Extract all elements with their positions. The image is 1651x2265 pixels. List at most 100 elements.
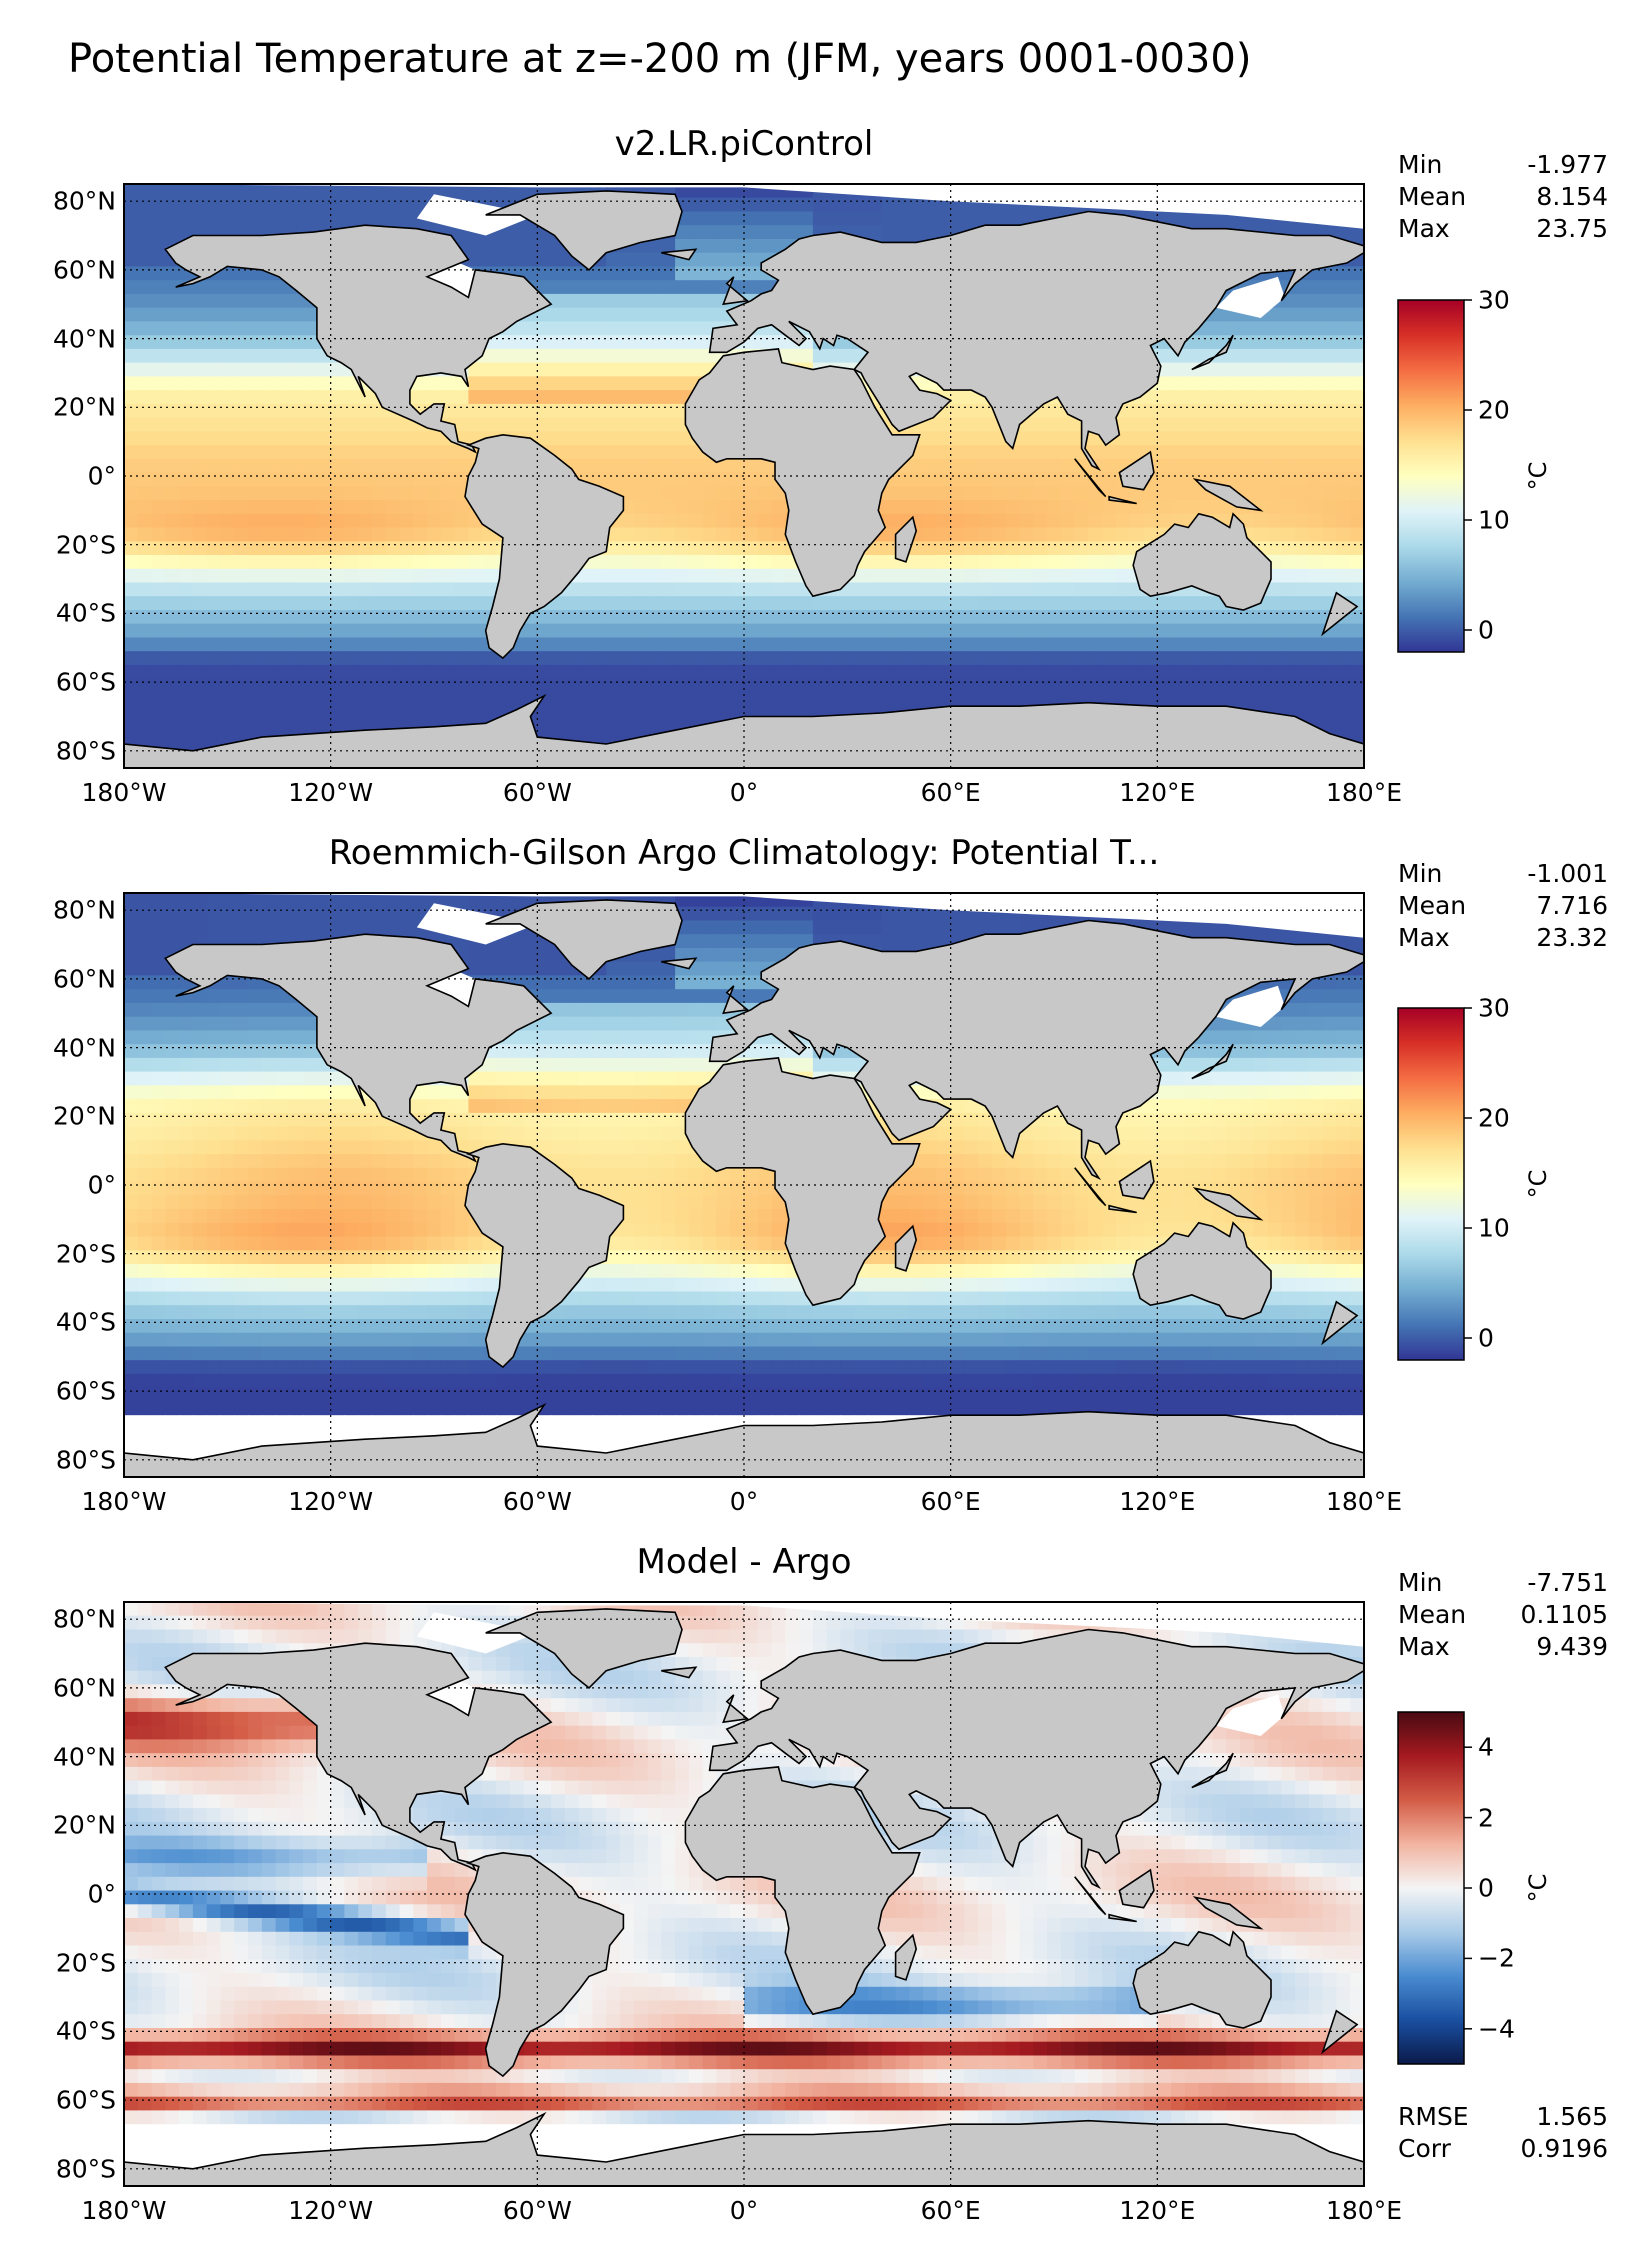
land-mass [1118,1159,1155,1200]
y-tick-label: 0° [87,1879,116,1909]
heatmap-field [124,1602,1364,2186]
colorbar-tick-label: 0 [1478,1323,1494,1353]
land-mass [894,515,918,563]
land-mass [1108,1913,1137,1923]
y-tick-label: 20°S [55,1948,116,1978]
y-tick-label: 40°S [55,1307,116,1337]
gridlines [124,184,1364,768]
y-tick-label: 60°N [52,255,116,285]
stat-value: 23.32 [1536,923,1608,952]
land-mass [1074,1167,1107,1207]
land-mass [1191,1043,1234,1080]
y-tick-label: 40°S [55,2016,116,2046]
land-mass [1074,1876,1107,1916]
stat-value: -1.001 [1527,859,1608,888]
y-tick-label: 80°S [55,2154,116,2184]
land-mass [722,276,750,306]
land-mass [894,1224,918,1272]
stat-value: 1.565 [1536,2102,1608,2131]
land-mass [1321,1300,1359,1346]
stat-value: 0.9196 [1520,2134,1608,2163]
x-tick-label: 180°E [1325,2196,1403,2225]
stat-value: 23.75 [1536,214,1608,243]
y-tick-label: 60°S [55,2085,116,2115]
land-mass [485,190,683,271]
colorbar-tick-label: 0 [1478,615,1494,645]
y-tick-label: 60°N [52,964,116,994]
land-mass [1192,478,1264,512]
x-tick-label: 180°E [1325,778,1403,807]
stat-label: Mean [1398,891,1467,920]
x-tick-label: 120°E [1119,778,1196,807]
colorbar-tick-label: 30 [1478,285,1510,315]
y-tick-label: 60°N [52,1673,116,1703]
colorbar-tick-label: −4 [1478,2014,1515,2044]
land-mass [661,957,698,970]
x-tick-label: 0° [729,2196,759,2225]
map-panel-3 [123,1601,1472,2187]
land-mass [1321,591,1359,637]
stat-label: Corr [1398,2134,1451,2163]
land-mass [722,985,750,1015]
gridlines [124,1602,1364,2186]
map-frame [123,183,1365,769]
map-panel-2 [123,892,1472,1478]
colorbar-unit: °C [1524,1873,1552,1903]
land-mass [1108,1204,1137,1214]
colorbar [1397,1711,1472,2065]
land-mass [1321,2009,1359,2055]
colorbar-tick-label: 30 [1478,993,1510,1023]
y-tick-label: 40°S [55,598,116,628]
y-tick-label: 20°N [52,1810,116,1840]
colorbar-tick-label: 2 [1478,1803,1494,1833]
stat-value: 0.1105 [1520,1600,1608,1629]
stat-label: RMSE [1398,2102,1469,2131]
y-tick-label: 80°N [52,895,116,925]
x-tick-label: 120°E [1119,1487,1196,1516]
map-frame [123,892,1365,1478]
land-mass [708,1628,1364,1890]
gridlines [124,893,1364,1477]
colorbar-unit: °C [1524,1169,1552,1199]
stat-label: Max [1398,923,1450,952]
colorbar-unit: °C [1524,461,1552,491]
land-mass [1108,495,1137,505]
land-mass [684,1766,921,2016]
y-tick-label: 40°N [52,1033,116,1063]
panel-title: v2.LR.piControl [614,124,874,164]
land-mass [708,210,1364,472]
colorbar-tick-label: 10 [1478,505,1510,535]
land-mass [1192,1896,1264,1930]
land-mass [464,1851,625,2078]
stat-value: 7.716 [1536,891,1608,920]
y-tick-label: 20°N [52,392,116,422]
x-tick-label: 0° [729,778,759,807]
y-tick-label: 60°S [55,1376,116,1406]
x-tick-label: 60°W [502,778,572,807]
land-mass [485,899,683,980]
colorbar-tick-label: 10 [1478,1213,1510,1243]
stat-value: -1.977 [1527,150,1608,179]
x-tick-label: 180°W [81,1487,167,1516]
y-tick-label: 0° [87,461,116,491]
x-tick-label: 60°W [502,1487,572,1516]
y-tick-label: 80°S [55,736,116,766]
colorbar-tick-label: −2 [1478,1943,1515,1973]
land-mass [684,348,921,598]
land-mass [894,1933,918,1981]
panel-title: Model - Argo [636,1542,852,1582]
stat-label: Max [1398,214,1450,243]
land-mass [1132,1930,1272,2029]
land-mass [1132,512,1272,611]
x-tick-label: 180°W [81,2196,167,2225]
stat-label: Min [1398,859,1443,888]
x-tick-label: 120°W [288,1487,374,1516]
stat-label: Max [1398,1632,1450,1661]
stat-label: Mean [1398,1600,1467,1629]
land-mass [464,1142,625,1369]
land-mass [1074,458,1107,498]
land-mass [1192,1187,1264,1221]
land-mass [464,433,625,660]
x-tick-label: 120°W [288,2196,374,2225]
